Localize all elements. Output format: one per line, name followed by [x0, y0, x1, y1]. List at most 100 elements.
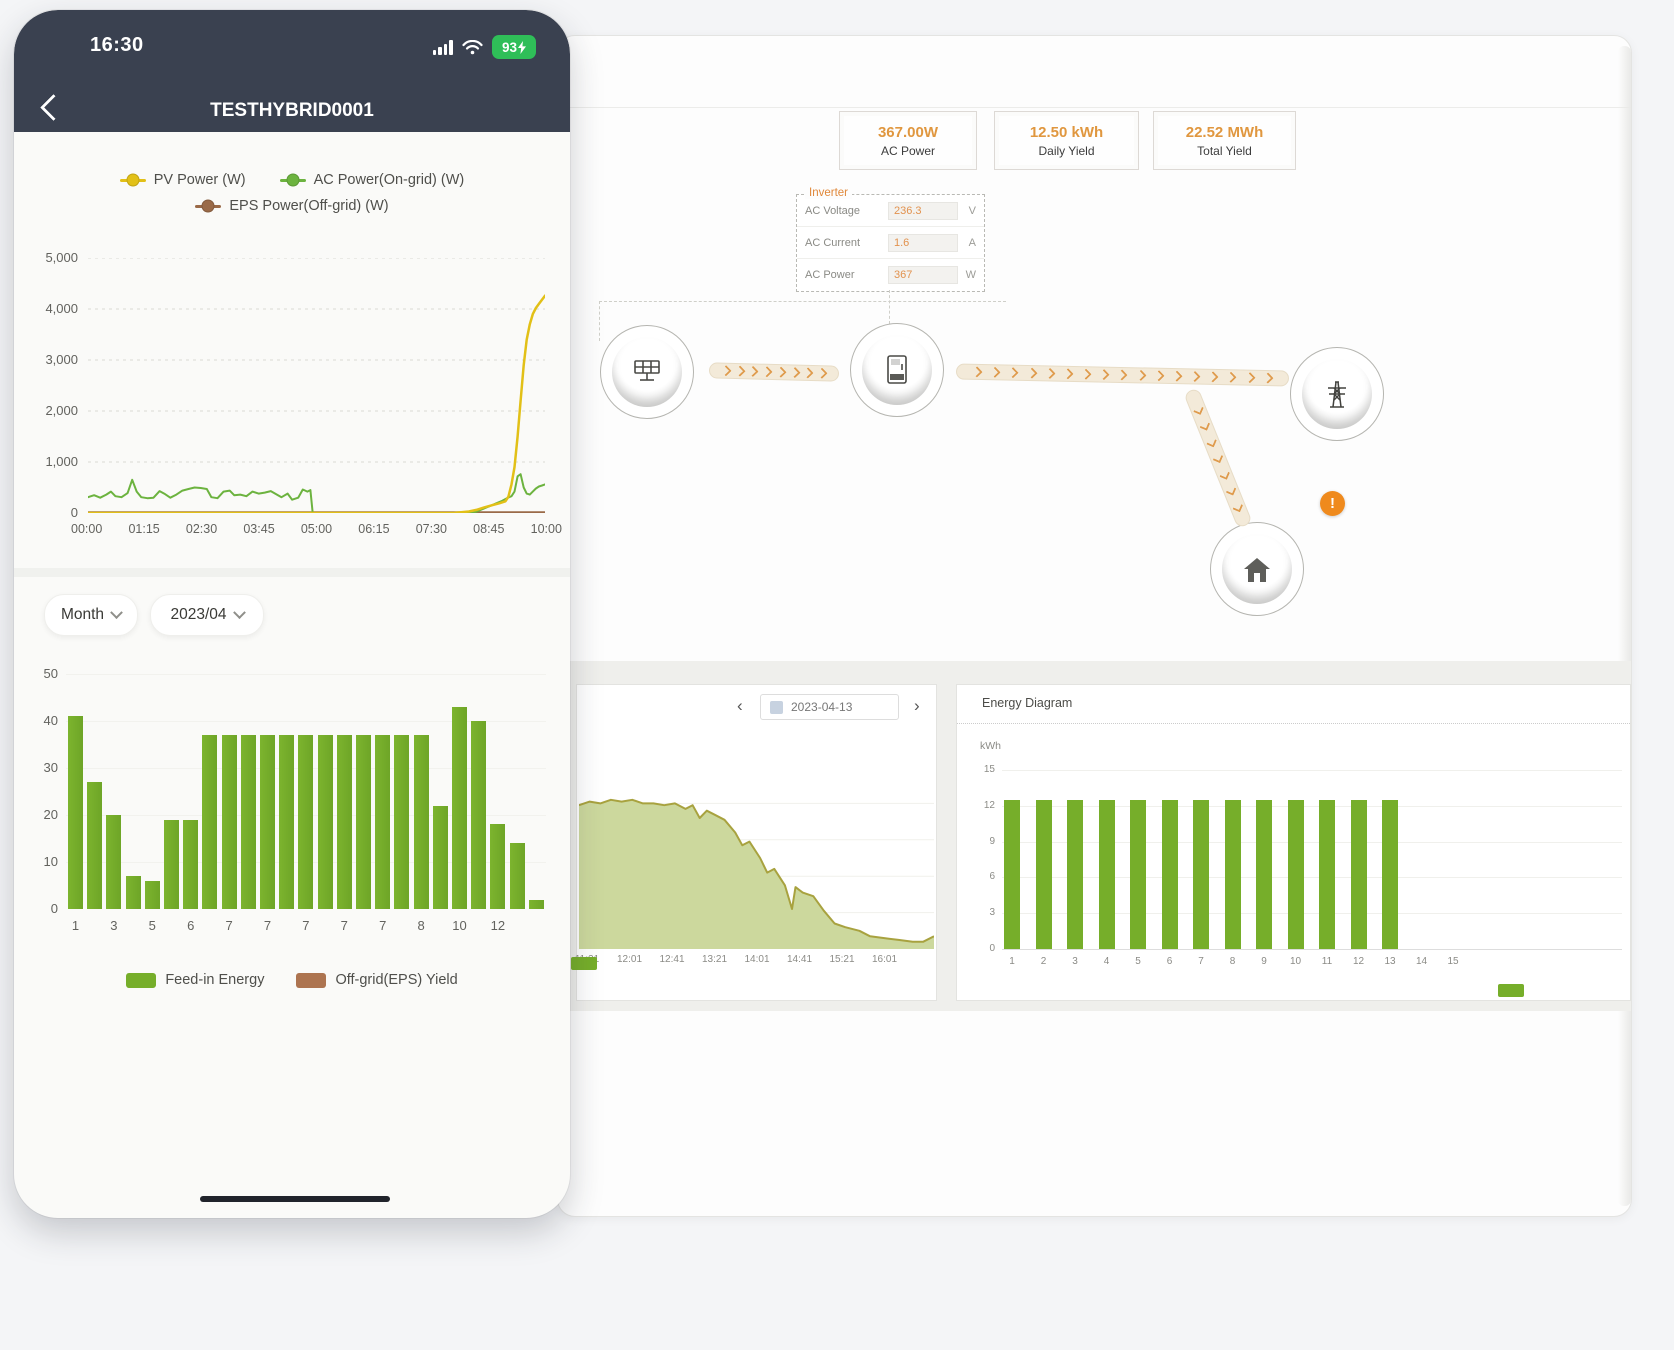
bar — [125, 876, 141, 909]
inverter-row-value: 1.6 — [888, 233, 958, 252]
x-tick: 3 — [1072, 956, 1078, 967]
bar — [68, 716, 83, 909]
battery-icon: 93 — [492, 35, 536, 59]
y-tick: 10 — [43, 854, 58, 869]
period-value: Month — [60, 606, 105, 623]
dashed-connector — [599, 301, 1006, 302]
inverter-row-label: AC Current — [805, 236, 861, 249]
status-bar-time: 16:30 — [90, 34, 144, 56]
x-tick: 7 — [379, 918, 387, 933]
month-value: 2023/04 — [170, 606, 227, 623]
inverter-row-unit: V — [968, 204, 976, 217]
prev-day-button[interactable]: ‹ — [737, 696, 743, 715]
month-dropdown[interactable]: 2023/04 — [150, 594, 264, 636]
inverter-row-unit: A — [968, 236, 976, 249]
scrollbar[interactable] — [1618, 46, 1631, 1206]
arrow-chevron-icon — [733, 365, 746, 377]
inverter-row-unit: W — [965, 268, 976, 281]
home-indicator[interactable] — [200, 1196, 390, 1202]
y-tick: 4,000 — [45, 301, 78, 316]
y-tick: 3,000 — [45, 352, 78, 367]
bar — [1035, 799, 1052, 949]
y-tick: 6 — [989, 871, 995, 883]
daily-chart-legend-swatch — [571, 957, 597, 970]
warning-icon[interactable]: ! — [1320, 491, 1345, 516]
legend-item[interactable]: PV Power (W) — [119, 172, 246, 188]
x-tick: 11 — [1321, 956, 1333, 967]
x-tick: 15 — [1447, 956, 1459, 967]
arrow-chevron-icon — [1206, 436, 1217, 448]
legend-marker — [195, 199, 222, 213]
home-icon — [1222, 534, 1292, 604]
legend-item[interactable]: AC Power(On-grid) (W) — [279, 172, 464, 188]
arrow-chevron-icon — [1193, 404, 1204, 415]
y-tick: 15 — [983, 764, 995, 775]
arrow-chevron-icon — [1062, 368, 1074, 380]
legend-item[interactable]: EPS Power(Off-grid) (W) — [195, 198, 389, 214]
power-grid-icon — [1302, 359, 1372, 429]
x-tick: 1 — [71, 918, 80, 933]
y-tick: 3 — [989, 907, 995, 919]
bar — [1319, 799, 1335, 949]
energy-flow-arrows-pv-to-inverter — [708, 362, 840, 382]
x-tick: 00:00 — [71, 522, 103, 536]
phone-mockup: 16:30 93 TESTHYBRID0001 — [14, 10, 570, 1218]
arrow-chevron-icon — [1225, 485, 1237, 496]
x-tick: 07:30 — [415, 522, 447, 536]
power-line-chart — [86, 257, 547, 515]
arrow-chevron-icon — [802, 367, 815, 379]
arrow-chevron-icon — [1080, 368, 1092, 380]
bar — [336, 735, 352, 909]
bar — [1350, 799, 1367, 949]
bar — [1130, 799, 1146, 949]
x-tick: 7 — [302, 918, 310, 933]
legend-marker — [119, 173, 146, 187]
cellular-signal-icon — [432, 39, 453, 55]
divider — [957, 723, 1630, 724]
chevron-down-icon — [232, 605, 246, 619]
legend-item[interactable]: Off-grid(EPS) Yield — [296, 972, 458, 988]
inverter-icon — [862, 335, 932, 405]
stat-label: Total Yield — [1197, 143, 1252, 158]
bar — [317, 735, 333, 909]
bar — [1161, 799, 1178, 949]
stat-value: 367.00W — [877, 123, 939, 141]
x-tick: 06:15 — [358, 522, 390, 536]
legend-item[interactable]: Feed-in Energy — [126, 972, 264, 988]
status-bar-icons: 93 — [432, 34, 536, 60]
arrow-chevron-icon — [1171, 370, 1183, 382]
energy-diagram-title: Energy Diagram — [982, 696, 1073, 710]
arrow-chevron-icon — [1116, 369, 1129, 381]
legend-marker — [279, 173, 306, 187]
bar — [240, 735, 256, 909]
bar — [356, 735, 371, 909]
gridline — [66, 721, 546, 722]
inverter-row-label: AC Power — [805, 268, 855, 281]
x-tick: 5 — [1135, 956, 1141, 967]
x-tick: 12 — [1352, 956, 1365, 967]
gridline — [1002, 841, 1622, 843]
arrow-chevron-icon — [1134, 369, 1147, 382]
legend-swatch — [296, 972, 327, 988]
solar-panel-node — [600, 325, 694, 419]
bar — [452, 706, 467, 909]
home-node — [1210, 522, 1304, 616]
date-picker[interactable]: 2023-04-13 — [760, 694, 899, 720]
charging-bolt-icon — [518, 40, 527, 54]
arrow-chevron-icon — [1219, 468, 1230, 480]
wifi-icon — [462, 39, 483, 54]
x-tick: 14 — [1415, 956, 1428, 967]
arrow-chevron-icon — [720, 365, 732, 377]
arrow-chevron-icon — [761, 366, 773, 378]
stat-label: AC Power — [880, 143, 936, 158]
next-day-button[interactable]: › — [914, 696, 920, 715]
calendar-icon — [770, 700, 783, 714]
y-tick: 5,000 — [45, 250, 78, 265]
period-dropdown[interactable]: Month — [44, 594, 138, 636]
y-tick: 9 — [989, 835, 995, 847]
y-tick: 50 — [43, 666, 58, 681]
arrow-chevron-icon — [1243, 372, 1256, 384]
legend-label: PV Power (W) — [153, 172, 246, 188]
y-tick: 1,000 — [45, 454, 78, 469]
arrow-chevron-icon — [1232, 501, 1243, 512]
